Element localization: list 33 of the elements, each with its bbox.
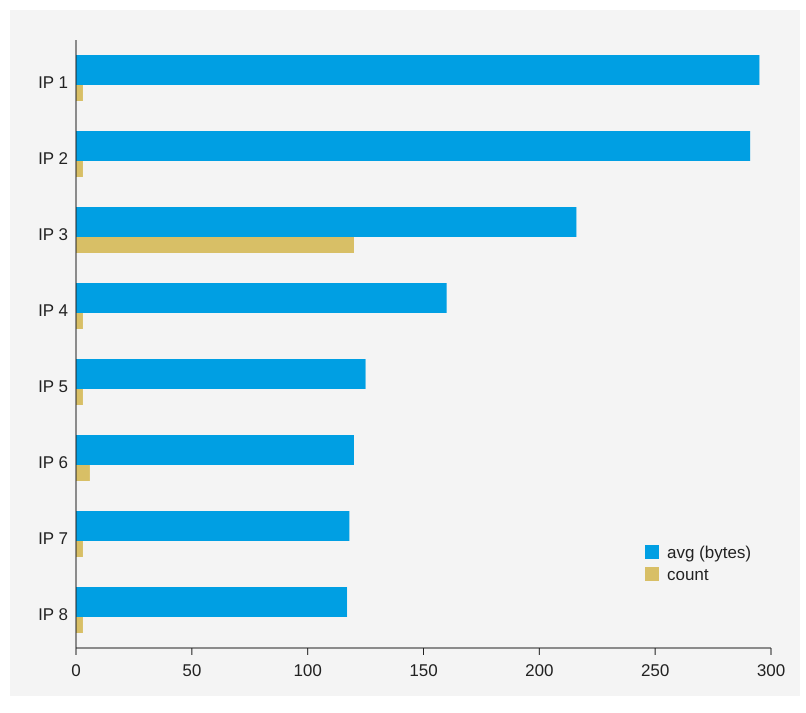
- bar: [76, 313, 83, 329]
- x-tick-label: 100: [293, 661, 322, 680]
- x-tick-label: 0: [71, 661, 81, 680]
- bar: [76, 389, 83, 405]
- x-tick-label: 50: [182, 661, 202, 680]
- bar: [76, 511, 350, 541]
- x-tick-label: 150: [409, 661, 438, 680]
- bar: [76, 161, 83, 177]
- bar: [76, 359, 366, 389]
- bar: [76, 237, 354, 253]
- x-tick-label: 300: [756, 661, 786, 680]
- bar: [76, 85, 83, 101]
- x-tick-label: 200: [525, 661, 554, 680]
- y-tick-label: IP 8: [38, 605, 68, 624]
- legend-label: avg (bytes): [667, 543, 752, 562]
- y-tick-label: IP 3: [38, 225, 68, 244]
- bar: [76, 131, 750, 161]
- bar: [76, 617, 83, 633]
- bar: [76, 541, 83, 557]
- bar: [76, 587, 348, 617]
- y-tick-label: IP 6: [38, 453, 68, 472]
- y-tick-label: IP 2: [38, 149, 68, 168]
- y-tick-label: IP 1: [38, 73, 68, 92]
- x-tick-label: 250: [640, 661, 670, 680]
- y-tick-label: IP 5: [38, 377, 68, 396]
- y-tick-label: IP 4: [38, 301, 68, 320]
- bar: [76, 435, 354, 465]
- legend-label: count: [667, 565, 709, 584]
- bar: [76, 55, 760, 85]
- bar: [76, 283, 447, 313]
- y-tick-label: IP 7: [38, 529, 68, 548]
- bar: [76, 207, 576, 237]
- bar: [76, 465, 90, 481]
